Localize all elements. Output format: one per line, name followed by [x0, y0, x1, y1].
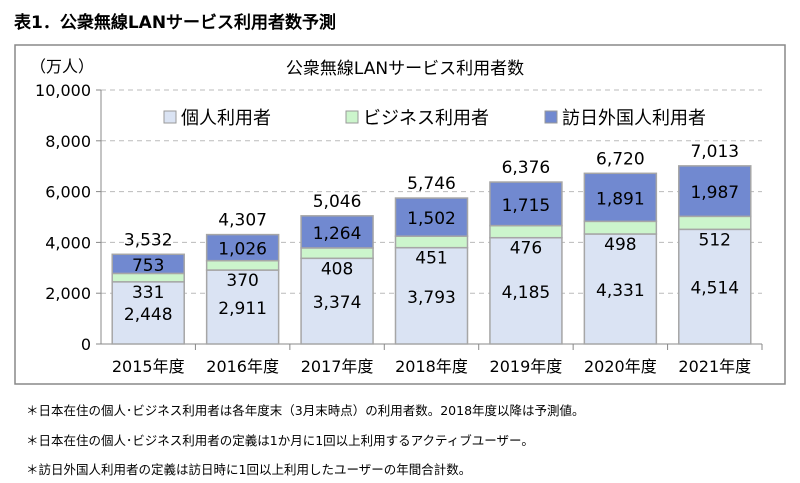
legend-label: 個人利用者: [181, 108, 271, 129]
total-label: 3,532: [124, 230, 173, 250]
total-label: 5,046: [313, 192, 362, 212]
total-label: 5,746: [407, 174, 456, 194]
bar-segment: [678, 165, 752, 218]
y-tick-label: 0: [81, 335, 91, 354]
total-label: 7,013: [690, 142, 739, 162]
bar-segment: [583, 233, 658, 345]
data-label: 4,331: [596, 281, 645, 301]
bar-segment: [111, 253, 185, 275]
data-label: 1,264: [313, 224, 362, 244]
total-label: 6,376: [502, 158, 551, 178]
data-label: 4,514: [690, 279, 739, 299]
data-label: 1,891: [596, 189, 645, 209]
bar-segment: [583, 220, 658, 235]
footnote-1: ＊日本在住の個人･ビジネス利用者は各年度末（3月末時点）の利用者数。2018年度…: [26, 403, 585, 418]
data-label: 498: [604, 235, 636, 255]
data-label: 408: [321, 259, 353, 279]
bar-segment: [489, 236, 563, 345]
data-label: 512: [699, 230, 731, 250]
y-axis-unit: （万人）: [30, 57, 94, 76]
data-label: 1,026: [218, 240, 267, 260]
bar-segment: [300, 215, 374, 249]
bar-segment: [489, 224, 563, 239]
bar-segment: [300, 257, 374, 345]
page-heading: 表1．公衆無線LANサービス利用者数予測: [14, 13, 337, 33]
data-label: 451: [415, 249, 447, 269]
legend-label: 訪日外国人利用者: [562, 108, 706, 129]
bar-segment: [205, 233, 280, 262]
data-label: 331: [132, 283, 164, 303]
x-tick-label: 2018年度: [395, 357, 468, 376]
data-label: 1,502: [407, 209, 456, 229]
footnote-2: ＊日本在住の個人･ビジネス利用者の定義は1か月に1回以上利用するアクティブユーザ…: [26, 433, 534, 448]
data-label: 370: [226, 271, 258, 291]
bar-segment: [678, 228, 752, 345]
bar-segment: [394, 235, 469, 249]
x-tick-label: 2019年度: [490, 357, 563, 376]
data-label: 753: [132, 256, 164, 276]
legend-label: ビジネス利用者: [363, 108, 489, 129]
legend-swatch: [163, 110, 177, 124]
data-label: 2,911: [218, 299, 267, 319]
x-tick-label: 2016年度: [206, 357, 279, 376]
y-tick-label: 2,000: [45, 284, 91, 303]
x-tick-label: 2020年度: [584, 357, 657, 376]
data-label: 476: [510, 239, 542, 259]
total-label: 4,307: [218, 211, 267, 231]
data-label: 1,715: [502, 196, 551, 216]
x-tick-label: 2021年度: [678, 357, 751, 376]
y-tick-label: 8,000: [45, 132, 91, 151]
footnote-3: ＊訪日外国人利用者の定義は訪日時に1回以上利用したユーザーの年間合計数。: [26, 462, 472, 477]
data-label: 4,185: [502, 283, 551, 303]
data-label: 3,793: [407, 288, 456, 308]
chart-title: 公衆無線LANサービス利用者数: [286, 59, 524, 79]
bar-segment: [205, 269, 280, 345]
bar-segment: [583, 172, 658, 223]
bar-segment: [300, 247, 374, 260]
legend-swatch: [544, 110, 558, 124]
bar-segment: [678, 215, 752, 231]
total-label: 6,720: [596, 149, 645, 169]
bar-segment: [205, 259, 280, 271]
bar-segment: [394, 197, 469, 237]
legend-swatch: [345, 110, 359, 124]
x-tick-label: 2015年度: [112, 357, 185, 376]
y-tick-label: 10,000: [35, 81, 91, 100]
y-tick-label: 6,000: [45, 183, 91, 202]
data-label: 3,374: [313, 293, 362, 313]
data-label: 2,448: [124, 305, 173, 325]
x-tick-label: 2017年度: [301, 357, 374, 376]
y-tick-label: 4,000: [45, 233, 91, 252]
bar-segment: [111, 281, 185, 345]
bar-segment: [489, 181, 563, 227]
data-label: 1,987: [690, 183, 739, 203]
